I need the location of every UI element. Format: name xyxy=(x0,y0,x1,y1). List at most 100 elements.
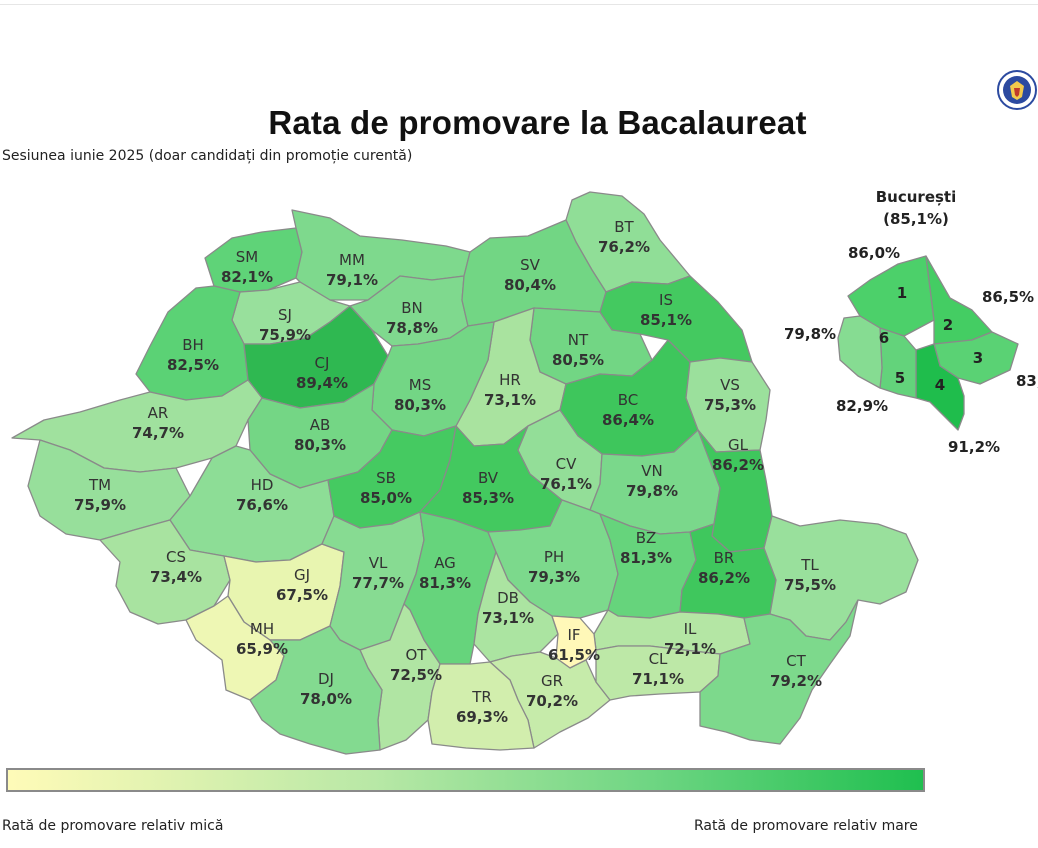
county-code-cl: CL xyxy=(649,650,668,668)
map-title: Rata de promovare la Bacalaureat xyxy=(268,104,807,141)
sector-6 xyxy=(837,315,883,389)
county-code-ag: AG xyxy=(434,554,456,572)
county-value-sb: 85,0% xyxy=(360,489,412,507)
county-code-bh: BH xyxy=(182,336,204,354)
county-value-hd: 76,6% xyxy=(236,496,288,514)
county-value-br: 86,2% xyxy=(698,569,750,587)
county-code-db: DB xyxy=(497,589,519,607)
county-code-bv: BV xyxy=(478,469,499,487)
county-value-sj: 75,9% xyxy=(259,326,311,344)
county-code-if: IF xyxy=(567,626,580,644)
county-value-sv: 80,4% xyxy=(504,276,556,294)
county-value-if: 61,5% xyxy=(548,646,600,664)
sector-value-2: 86,5% xyxy=(982,288,1034,306)
county-value-ar: 74,7% xyxy=(132,424,184,442)
county-value-ag: 81,3% xyxy=(419,574,471,592)
county-value-ot: 72,5% xyxy=(390,666,442,684)
county-code-gl: GL xyxy=(728,436,749,454)
legend-high-label: Rată de promovare relativ mare xyxy=(694,818,918,834)
sector-number-3: 3 xyxy=(973,349,983,367)
map-subtitle: Sesiunea iunie 2025 (doar candidați din … xyxy=(2,148,413,164)
county-code-is: IS xyxy=(659,291,673,309)
county-value-is: 85,1% xyxy=(640,311,692,329)
bucuresti-title: București (85,1%) xyxy=(852,186,980,230)
county-code-tr: TR xyxy=(471,688,492,706)
county-value-gr: 70,2% xyxy=(526,692,578,710)
county-code-ct: CT xyxy=(786,652,806,670)
sector-number-5: 5 xyxy=(895,369,905,387)
county-code-bt: BT xyxy=(614,218,634,236)
county-value-nt: 80,5% xyxy=(552,351,604,369)
county-code-ph: PH xyxy=(544,548,564,566)
county-code-vn: VN xyxy=(641,462,662,480)
sector-value-1: 86,0% xyxy=(848,244,900,262)
county-code-gr: GR xyxy=(541,672,563,690)
county-value-dj: 78,0% xyxy=(300,690,352,708)
county-value-vl: 77,7% xyxy=(352,574,404,592)
county-value-cs: 73,4% xyxy=(150,568,202,586)
county-value-ms: 80,3% xyxy=(394,396,446,414)
county-value-bh: 82,5% xyxy=(167,356,219,374)
county-code-bc: BC xyxy=(618,391,639,409)
county-code-cj: CJ xyxy=(315,354,330,372)
county-code-vl: VL xyxy=(369,554,388,572)
county-value-gj: 67,5% xyxy=(276,586,328,604)
county-value-sm: 82,1% xyxy=(221,268,273,286)
sector-number-2: 2 xyxy=(943,316,953,334)
county-value-tm: 75,9% xyxy=(74,496,126,514)
county-code-hr: HR xyxy=(499,371,521,389)
county-code-ar: AR xyxy=(148,404,169,422)
ministry-seal-icon xyxy=(997,70,1037,110)
sector-number-1: 1 xyxy=(897,284,907,302)
county-value-ab: 80,3% xyxy=(294,436,346,454)
county-dj xyxy=(249,625,383,755)
county-value-hr: 73,1% xyxy=(484,391,536,409)
county-code-gj: GJ xyxy=(294,566,310,584)
bucuresti-rate: (85,1%) xyxy=(883,210,949,228)
color-scale-bar xyxy=(6,768,925,792)
county-code-hd: HD xyxy=(251,476,274,494)
county-code-sv: SV xyxy=(520,256,541,274)
sector-value-3: 83, xyxy=(1016,372,1038,390)
county-value-mh: 65,9% xyxy=(236,640,288,658)
county-ar xyxy=(11,379,263,473)
county-code-mh: MH xyxy=(250,620,274,638)
county-value-cv: 76,1% xyxy=(540,475,592,493)
county-value-vn: 79,8% xyxy=(626,482,678,500)
county-code-cs: CS xyxy=(166,548,186,566)
county-value-vs: 75,3% xyxy=(704,396,756,414)
county-tr xyxy=(427,661,535,751)
county-code-ab: AB xyxy=(310,416,331,434)
county-code-br: BR xyxy=(714,549,735,567)
county-value-bt: 76,2% xyxy=(598,238,650,256)
county-code-il: IL xyxy=(684,620,697,638)
county-code-sm: SM xyxy=(236,248,258,266)
sector-number-6: 6 xyxy=(879,329,889,347)
county-value-ph: 79,3% xyxy=(528,568,580,586)
county-vs xyxy=(685,357,771,453)
county-value-il: 72,1% xyxy=(664,640,716,658)
county-ct xyxy=(699,599,859,745)
county-value-bv: 85,3% xyxy=(462,489,514,507)
county-code-vs: VS xyxy=(720,376,740,394)
sector-4 xyxy=(915,343,965,431)
county-value-db: 73,1% xyxy=(482,609,534,627)
county-value-tr: 69,3% xyxy=(456,708,508,726)
county-value-gl: 86,2% xyxy=(712,456,764,474)
county-value-bz: 81,3% xyxy=(620,549,672,567)
county-code-bz: BZ xyxy=(636,529,657,547)
bucuresti-name: București xyxy=(875,188,957,206)
sector-value-4: 91,2% xyxy=(948,438,1000,456)
county-code-nt: NT xyxy=(568,331,589,349)
county-code-tm: TM xyxy=(88,476,111,494)
county-code-tl: TL xyxy=(800,556,819,574)
sector-value-5: 82,9% xyxy=(836,397,888,415)
county-value-bn: 78,8% xyxy=(386,319,438,337)
county-value-mm: 79,1% xyxy=(326,271,378,289)
county-value-tl: 75,5% xyxy=(784,576,836,594)
county-value-ct: 79,2% xyxy=(770,672,822,690)
county-code-ms: MS xyxy=(409,376,431,394)
sector-value-6: 79,8% xyxy=(784,325,836,343)
county-code-mm: MM xyxy=(339,251,365,269)
